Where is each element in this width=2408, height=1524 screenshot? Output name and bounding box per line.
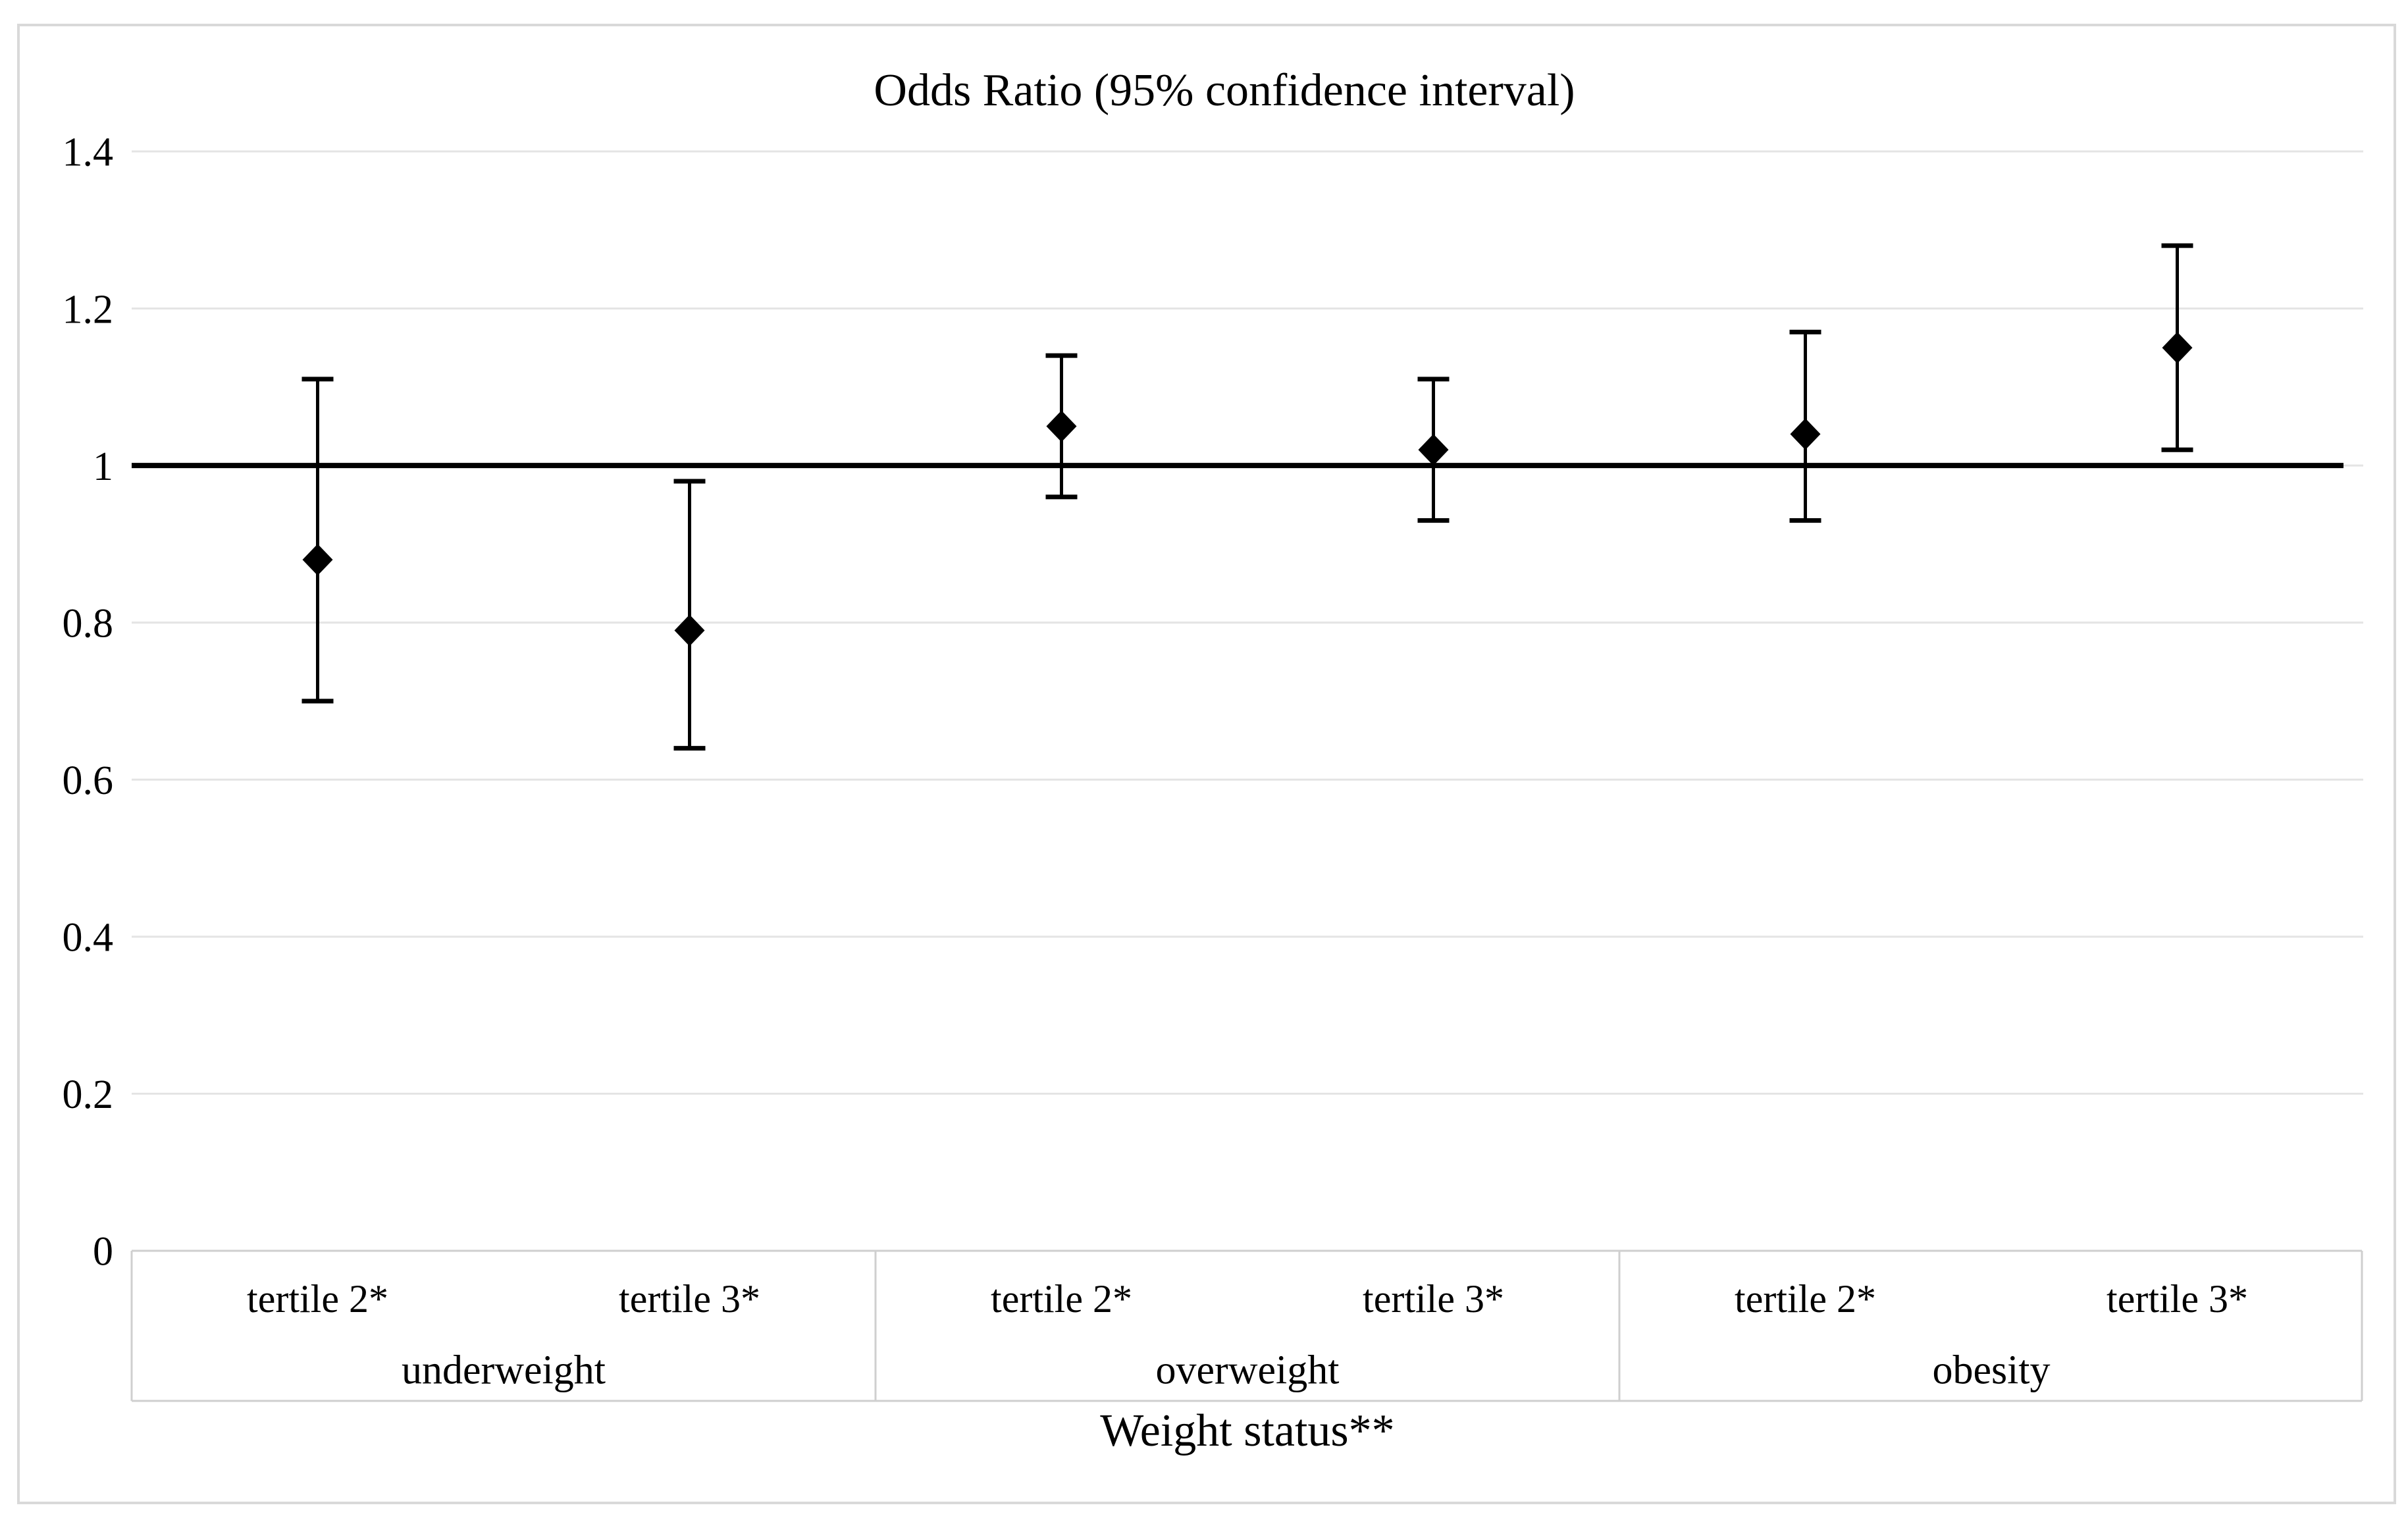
y-tick-label: 0.4 — [63, 916, 114, 960]
category-tick-label: tertile 3* — [619, 1277, 760, 1321]
diamond-marker — [2162, 332, 2193, 364]
x-axis-title: Weight status** — [1100, 1406, 1395, 1456]
category-tick-label: tertile 2* — [991, 1277, 1132, 1321]
category-tick-label: tertile 3* — [1363, 1277, 1504, 1321]
diamond-marker — [1046, 410, 1077, 442]
y-tick-label: 0.2 — [63, 1072, 114, 1117]
category-tick-label: tertile 2* — [1735, 1277, 1876, 1321]
y-tick-label: 0.8 — [63, 601, 114, 646]
y-tick-label: 1.2 — [63, 287, 114, 332]
diamond-marker — [302, 544, 333, 576]
diamond-marker — [674, 614, 705, 646]
group-label: underweight — [402, 1348, 606, 1393]
y-tick-label: 1 — [93, 444, 113, 489]
y-tick-label: 0 — [93, 1230, 113, 1274]
diamond-marker — [1418, 434, 1449, 466]
y-tick-label: 0.6 — [63, 758, 114, 803]
figure-border — [17, 24, 2396, 1504]
category-tick-label: tertile 3* — [2107, 1277, 2248, 1321]
category-tick-label: tertile 2* — [247, 1277, 388, 1321]
diamond-marker — [1790, 418, 1821, 450]
group-label: overweight — [1156, 1348, 1340, 1393]
group-label: obesity — [1932, 1348, 2050, 1393]
chart-title: Odds Ratio (95% confidence interval) — [874, 65, 1575, 116]
y-tick-label: 1.4 — [63, 130, 114, 175]
